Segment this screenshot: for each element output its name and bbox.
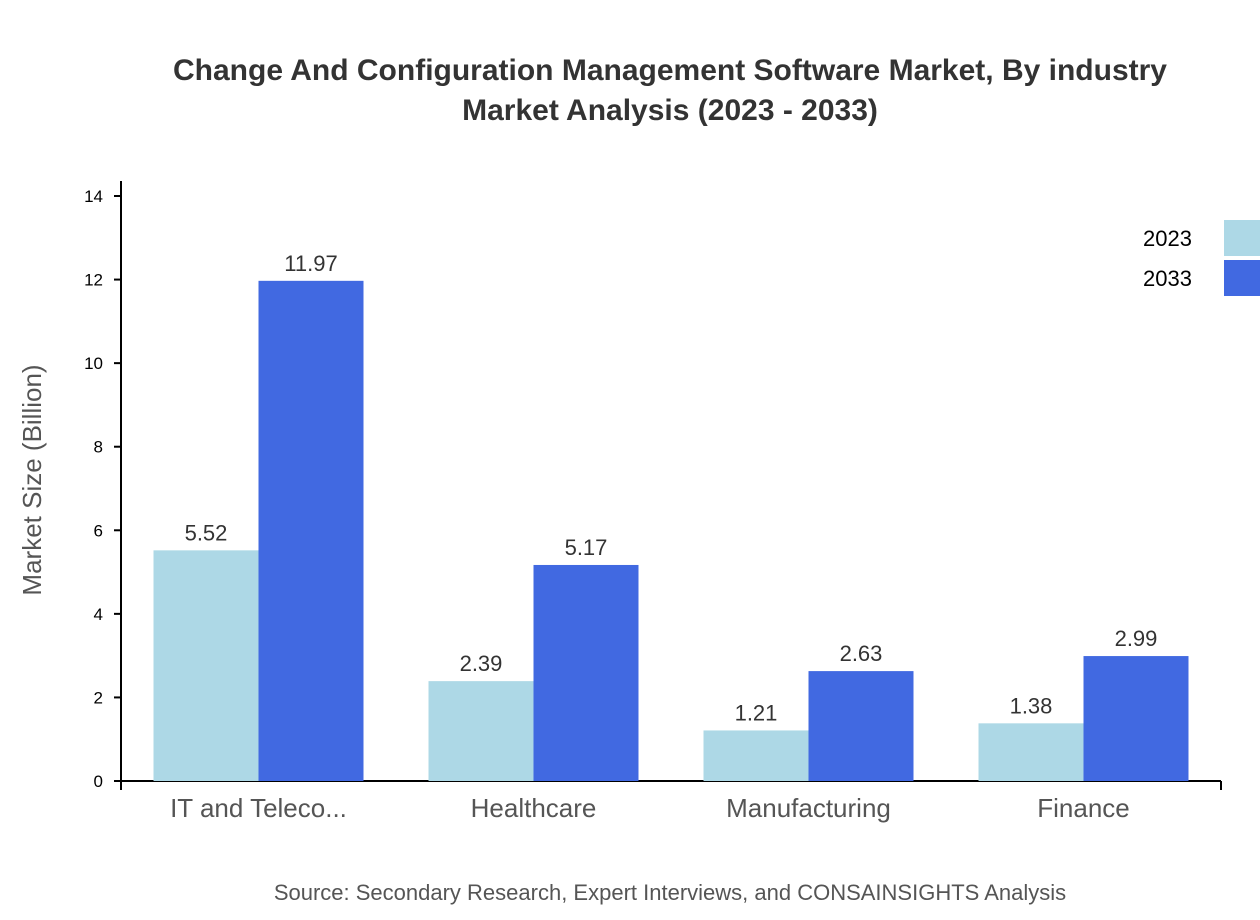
source-note: Source: Secondary Research, Expert Inter… — [274, 880, 1066, 905]
y-tick-label: 8 — [94, 438, 103, 457]
data-label: 5.17 — [565, 535, 608, 560]
data-label: 1.21 — [735, 700, 778, 725]
y-tick-label: 2 — [94, 688, 103, 707]
legend-swatch-2033 — [1224, 260, 1260, 296]
legend-swatch-2023 — [1224, 220, 1260, 256]
bar-2023 — [978, 723, 1084, 781]
data-label: 11.97 — [284, 251, 337, 276]
y-tick-label: 12 — [84, 271, 103, 290]
bar-2023 — [428, 681, 534, 781]
data-label: 1.38 — [1010, 693, 1053, 718]
x-tick-label: Healthcare — [471, 793, 597, 823]
data-label: 2.63 — [840, 641, 883, 666]
y-tick-label: 14 — [84, 187, 103, 206]
bar-2033 — [808, 671, 914, 781]
y-tick-label: 6 — [94, 521, 103, 540]
data-label: 2.99 — [1115, 626, 1158, 651]
y-axis-label: Market Size (Billion) — [17, 364, 47, 595]
bar-2033 — [533, 564, 639, 781]
x-tick-label: Finance — [1037, 793, 1130, 823]
data-label: 5.52 — [185, 520, 228, 545]
legend-label: 2023 — [1143, 226, 1192, 251]
bar-2023 — [703, 730, 809, 781]
y-tick-label: 4 — [94, 605, 103, 624]
bar-2033 — [1083, 656, 1189, 781]
chart-title-line-2: Market Analysis (2023 - 2033) — [462, 94, 878, 127]
bar-2033 — [258, 280, 364, 781]
legend-label: 2033 — [1143, 266, 1192, 291]
bar-2023 — [153, 550, 259, 781]
y-tick-label: 0 — [94, 772, 103, 791]
chart-title-line-1: Change And Configuration Management Soft… — [173, 54, 1167, 87]
x-tick-label: Manufacturing — [726, 793, 891, 823]
y-tick-label: 10 — [84, 354, 103, 373]
data-label: 2.39 — [460, 651, 503, 676]
x-tick-label: IT and Teleco... — [170, 793, 347, 823]
